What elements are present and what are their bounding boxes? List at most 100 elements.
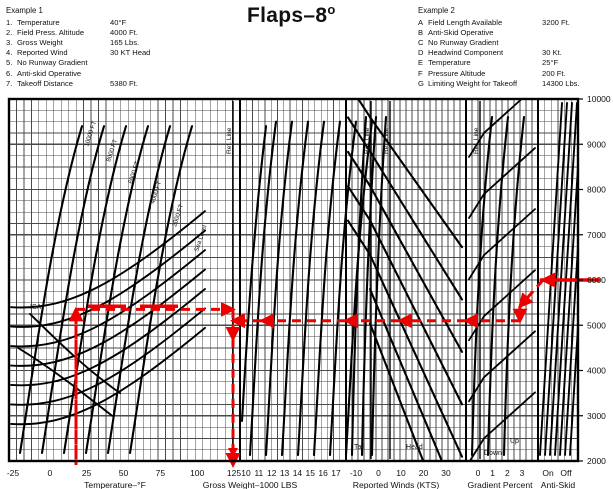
example-1-row: 5. No Runway Gradient [6, 58, 88, 68]
plot-label: 6000 FT [127, 160, 141, 184]
plot-label: Ref. Line [473, 127, 480, 154]
example-2-block: Example 2 A Field Length Available 3200 … [418, 6, 580, 89]
plot-label: 2000 FT [171, 203, 185, 227]
example-2-row: D Headwind Component 30 Kt. [418, 48, 562, 58]
example-1-row-4-label: No Runway Gradient [17, 58, 88, 68]
example-1-row: 4. Reported Wind 30 KT Head [6, 48, 150, 58]
head-label: Head [406, 444, 423, 451]
panel-separators [239, 99, 539, 461]
x-axis-tick: 3 [520, 468, 525, 478]
y-axis-tick: 6000 [587, 275, 606, 285]
example-2-row-1-label: Anti-Skid Operative [428, 27, 494, 37]
x-axis-tick: 50 [119, 468, 129, 478]
example-1-row-1-key: 2. [6, 27, 13, 37]
example-2-row: B Anti-Skid Operative [418, 28, 493, 38]
example-1-row-0-value: 40°F [110, 17, 127, 27]
x-axis-caption: Temperature–°F [84, 480, 146, 489]
isa-label: ISA [30, 304, 42, 311]
example-1-row: 3. Gross Weight 165 Lbs. [6, 38, 139, 48]
x-axis-tick: 12 [267, 468, 277, 478]
example-1-row-3-value: 30 KT Head [110, 48, 151, 58]
example-1-row: 2. Field Press. Altitude 4000 Ft. [6, 27, 138, 38]
x-axis-tick: 125 [227, 468, 241, 478]
example-1-row-1-value: 4000 Ft. [110, 27, 138, 37]
x-axis-tick: 1 [490, 468, 495, 478]
example-2-row-4-key: E [418, 58, 424, 68]
example-2-row-3-key: D [418, 48, 424, 58]
example-1-row-2-key: 3. [6, 38, 13, 48]
plot-label: Ref. Line [364, 127, 371, 154]
axis-labels: 1000090008000700060005000400030002000-25… [7, 94, 611, 489]
example-1-row-5-key: 6. [6, 68, 13, 78]
example-2-row-0-key: A [418, 17, 424, 27]
y-axis-tick: 10000 [587, 94, 611, 104]
example-1-row-2-value: 165 Lbs. [110, 38, 140, 48]
x-axis-tick: 100 [190, 468, 204, 478]
x-axis-tick: 14 [293, 468, 303, 478]
example-2-row: G Limiting Weight for Takeoff 14300 Lbs. [418, 78, 580, 89]
y-axis-tick: 3000 [587, 411, 606, 421]
example-2-row-5-value: 200 Ft. [542, 68, 566, 78]
example-2-row-0-label: Field Length Available [428, 17, 503, 27]
example-1-row-3-key: 4. [6, 48, 13, 58]
page-title-degree: o [327, 2, 336, 17]
example-2-row-0-value: 3200 Ft. [542, 17, 570, 27]
example-1-row-3-label: Reported Wind [17, 48, 68, 58]
solution-traces [68, 272, 600, 468]
x-axis-caption: Gradient Percent [468, 480, 534, 489]
up-label: Up [510, 438, 519, 445]
x-axis-caption: Gross Weight–1000 LBS [203, 480, 298, 489]
example-1-row-6-value: 5380 Ft. [110, 78, 138, 88]
example-1-row: 6. Anti-skid Operative [6, 68, 81, 79]
example-1-row-6-key: 7. [6, 78, 13, 88]
x-axis-tick: 15 [306, 468, 316, 478]
x-axis-tick: 10 [396, 468, 406, 478]
y-axis-tick: 5000 [587, 320, 606, 330]
example-1-block: Example 1 1. Temperature 40°F 2. Field P… [6, 6, 150, 89]
example-1-row-0-key: 1. [6, 17, 13, 27]
example-2-row: F Pressure Altitude 200 Ft. [418, 68, 566, 79]
x-axis-tick: -10 [350, 468, 363, 478]
example-2-row-6-key: G [418, 78, 424, 88]
x-axis-tick: 30 [441, 468, 451, 478]
example-2-row-6-label: Limiting Weight for Takeoff [428, 78, 518, 88]
y-axis-tick: 2000 [587, 456, 606, 466]
example-2-row-4-label: Temperature [428, 58, 471, 68]
example-2-row-5-label: Pressure Altitude [428, 68, 486, 78]
x-axis-caption: Anti-Skid [541, 480, 576, 489]
example-2-row-2-key: C [418, 38, 424, 48]
example-2-row-4-value: 25°F [542, 58, 559, 68]
page-title-text: Flaps–8 [247, 4, 328, 27]
example-2-row-3-label: Headwind Component [428, 48, 504, 58]
x-axis-tick: 0 [376, 468, 381, 478]
example-1-row-1-label: Field Press. Altitude [17, 27, 85, 37]
x-axis-tick: 0 [476, 468, 481, 478]
plot-label: Ref. Line [226, 127, 233, 154]
x-axis-tick: 75 [156, 468, 166, 478]
example-2-row-2-label: No Runway Gradient [428, 38, 499, 48]
example-2-row: E Temperature 25°F [418, 58, 558, 68]
tail-label: Tail [354, 444, 365, 451]
performance-chart: 10000 FT 8000 FT 6000 FT 4000 FT 2000 FT Sea … [0, 92, 614, 489]
y-axis-tick: 7000 [587, 230, 606, 240]
example-1-row: 1. Temperature 40°F [6, 17, 126, 28]
x-axis-tick: 17 [331, 468, 341, 478]
x-axis-tick: Off [560, 468, 572, 478]
down-label: Down [484, 450, 502, 457]
page-title: Flaps–8o [247, 2, 336, 28]
x-axis-tick: 11 [254, 468, 263, 478]
y-axis-tick: 8000 [587, 185, 606, 195]
y-axis-tick: 4000 [587, 366, 606, 376]
example-1-row-5-label: Anti-skid Operative [17, 68, 82, 78]
example-1-row-2-label: Gross Weight [17, 38, 63, 48]
x-axis-caption: Reported Winds (KTS) [353, 480, 440, 489]
example-2-row: A Field Length Available 3200 Ft. [418, 17, 570, 28]
example-1-row-6-label: Takeoff Distance [17, 78, 73, 88]
example-1-row: 7. Takeoff Distance 5380 Ft. [6, 78, 138, 89]
y-axis-tick: 9000 [587, 139, 606, 149]
x-axis-tick: On [542, 468, 554, 478]
example-2-row-5-key: F [418, 68, 423, 78]
x-axis-tick: -25 [7, 468, 20, 478]
example-2-row-3-value: 30 Kt. [542, 48, 562, 58]
